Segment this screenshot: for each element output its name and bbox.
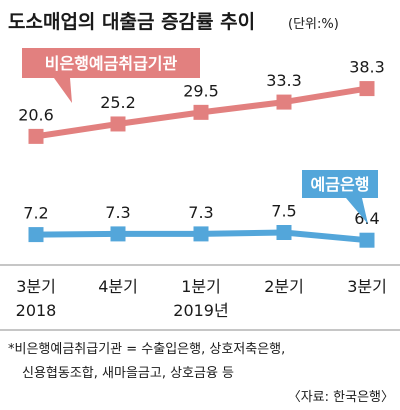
data-point-s1-2 <box>110 116 126 132</box>
data-point-s2-2 <box>110 226 126 242</box>
data-label-s1-5: 38.3 <box>349 58 385 77</box>
x-axis-labels: 3분기 2018 4분기 1분기 2019년 2분기 3분기 <box>16 277 387 320</box>
source-note: 〈자료: 한국은행〉 <box>288 389 394 405</box>
data-label-s2-1: 7.2 <box>23 204 48 223</box>
data-point-s2-5 <box>359 232 375 248</box>
x-tick-label-5: 3분기 <box>347 277 387 296</box>
x-year-label-3: 2019년 <box>173 301 228 320</box>
data-label-s1-4: 33.3 <box>266 71 302 90</box>
legend-pointer-1 <box>54 78 72 103</box>
data-label-s2-2: 7.3 <box>105 203 130 222</box>
data-point-s1-1 <box>28 128 44 144</box>
legend-box-2 <box>302 170 378 198</box>
x-tick-label-2: 4분기 <box>98 277 138 296</box>
data-label-s2-4: 7.5 <box>271 202 296 221</box>
data-point-s1-5 <box>359 81 375 97</box>
x-tick-label-1: 3분기 <box>16 277 56 296</box>
data-label-s2-3: 7.3 <box>188 203 213 222</box>
data-point-s2-4 <box>276 225 292 240</box>
footnote-line-2: 신용협동조합, 새마을금고, 상호금융 등 <box>22 366 234 381</box>
data-point-s2-1 <box>28 227 44 243</box>
x-tick-label-3: 1분기 <box>181 277 221 296</box>
data-point-s2-3 <box>193 226 209 242</box>
data-label-s1-2: 25.2 <box>100 93 136 112</box>
chart-title: 도소매업의 대출금 증감률 추이 <box>8 11 255 33</box>
legend-label-2: 예금은행 <box>311 175 370 194</box>
unit-label: (단위:%) <box>288 17 339 32</box>
data-point-s1-3 <box>193 104 209 120</box>
legend-pointer-2 <box>346 198 368 224</box>
x-tick-label-4: 2분기 <box>264 277 304 296</box>
footnote-line-1: *비은행예금취급기관 = 수출입은행, 상호저축은행, <box>8 341 285 357</box>
legend-box-1 <box>22 48 200 78</box>
data-label-s1-3: 29.5 <box>183 81 219 100</box>
data-point-s1-4 <box>276 94 292 110</box>
x-year-label-1: 2018 <box>16 301 57 320</box>
data-label-s1-1: 20.6 <box>18 105 54 124</box>
chart-marks: 20.6 25.2 29.5 33.3 38.3 비은행예금취급기관 7.2 7.3 7.3 7.… <box>18 48 385 248</box>
legend-label-1: 비은행예금취급기관 <box>45 54 178 73</box>
